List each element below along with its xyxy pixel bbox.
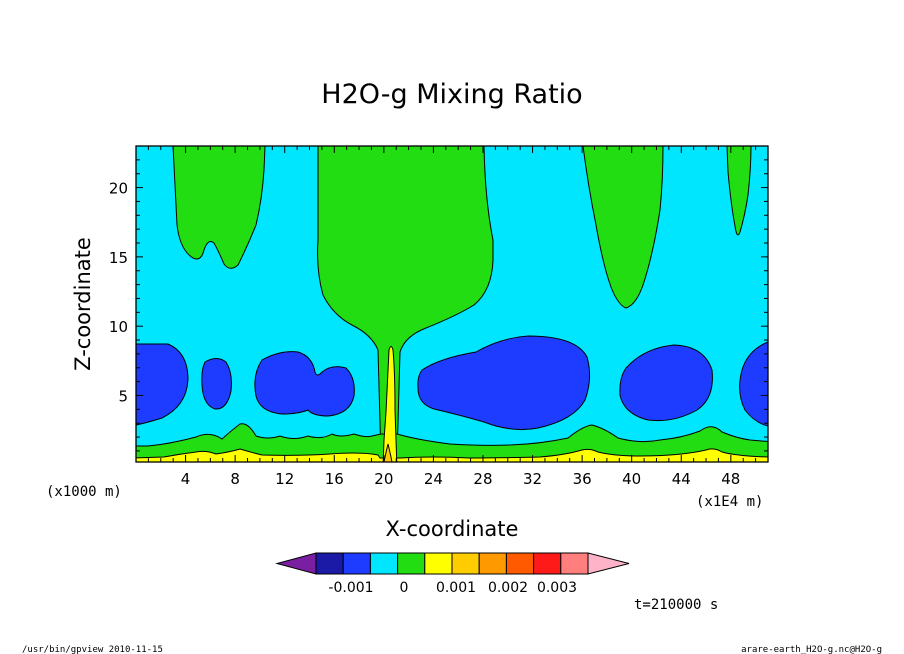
colorbar-swatch xyxy=(505,552,535,575)
colorbar-swatch xyxy=(369,552,399,575)
colorbar-swatch xyxy=(451,552,480,575)
colorbar-tick-label: 0 xyxy=(400,580,409,596)
x-axis-label: X-coordinate xyxy=(386,517,519,541)
colorbar-high-arrow xyxy=(587,552,630,575)
chart-title: H2O-g Mixing Ratio xyxy=(321,79,582,110)
blue-cell-4 xyxy=(417,335,591,430)
footer-file-variable: arare-earth_H2O-g.nc@H2O-g xyxy=(741,645,882,654)
central-yellow-plume xyxy=(382,346,398,462)
surface-yellow-band xyxy=(136,448,768,462)
x-tick-label: 24 xyxy=(424,470,443,488)
y-axis-label: Z-coordinate xyxy=(71,237,95,371)
x-tick-label: 4 xyxy=(181,470,191,488)
colorbar-tick-label: 0.002 xyxy=(488,580,528,596)
x-tick-label: 8 xyxy=(230,470,240,488)
colorbar-swatch xyxy=(397,552,426,575)
y-tick-label: 20 xyxy=(109,180,128,198)
blue-cell-1 xyxy=(136,343,189,426)
plot-frame xyxy=(135,145,769,463)
colorbar-swatch xyxy=(560,552,589,575)
x-tick-label: 12 xyxy=(275,470,294,488)
colorbar-swatch xyxy=(533,552,562,575)
colorbar-swatch xyxy=(478,552,507,575)
blue-cell-3 xyxy=(254,351,355,417)
colorbar-swatch xyxy=(342,552,371,575)
colorbar-tick-label: -0.001 xyxy=(328,580,373,596)
x-unit-right: (x1E4 m) xyxy=(696,494,763,510)
x-axis: 4 8 12 16 20 24 28 32 36 40 44 48 xyxy=(147,146,757,488)
x-tick-label: 40 xyxy=(622,470,641,488)
x-tick-label: 36 xyxy=(573,470,592,488)
upper-green-plume-left xyxy=(172,146,266,269)
colorbar-tick-label: 0.001 xyxy=(436,580,476,596)
x-tick-label: 32 xyxy=(523,470,542,488)
x-tick-label: 20 xyxy=(374,470,393,488)
colorbar-labels: -0.001 0 0.001 0.002 0.003 xyxy=(328,580,577,596)
x-tick-label: 44 xyxy=(672,470,691,488)
blue-cell-5 xyxy=(619,344,713,421)
footer-program-date: /usr/bin/gpview 2010-11-15 xyxy=(22,645,163,654)
low-green-layer xyxy=(136,423,768,462)
colorbar-low-arrow xyxy=(275,552,317,575)
blue-cell-2 xyxy=(201,358,232,410)
colorbar-swatch xyxy=(315,552,344,575)
upper-green-plume-right xyxy=(582,146,664,309)
plot-area xyxy=(136,146,768,462)
plume-core-orange xyxy=(383,443,393,462)
upper-green-plume-far-right xyxy=(726,146,752,236)
time-annotation: t=210000 s xyxy=(634,597,718,613)
y-tick-label: 5 xyxy=(118,387,128,405)
x-tick-label: 16 xyxy=(325,470,344,488)
x-unit-left: (x1000 m) xyxy=(46,484,122,500)
colorbar xyxy=(275,552,630,575)
y-axis: 5 10 15 20 xyxy=(109,159,768,452)
colorbar-swatch xyxy=(424,552,453,575)
y-tick-label: 15 xyxy=(109,249,128,267)
upper-green-plume-center xyxy=(317,146,494,459)
x-tick-label: 28 xyxy=(473,470,492,488)
blue-cell-6 xyxy=(739,341,768,427)
colorbar-tick-label: 0.003 xyxy=(537,580,577,596)
x-tick-label: 48 xyxy=(721,470,740,488)
y-tick-label: 10 xyxy=(109,318,128,336)
